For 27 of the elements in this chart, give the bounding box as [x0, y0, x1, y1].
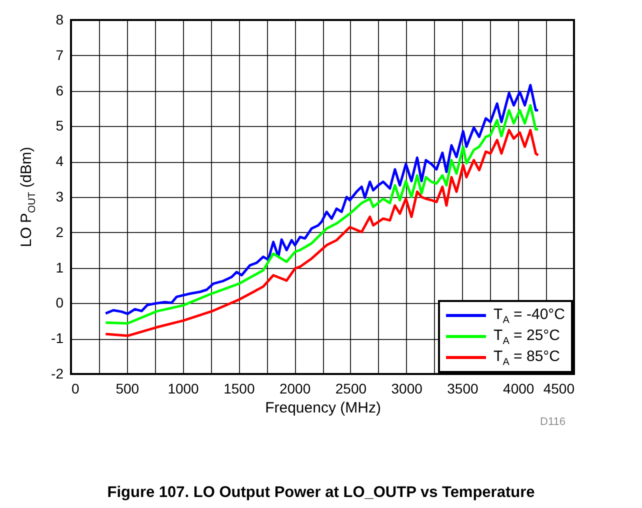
x-tick-label: 0 [72, 380, 80, 396]
y-tick-label: 5 [56, 118, 64, 134]
x-tick-label: 3500 [447, 380, 479, 396]
x-tick-label: 2500 [335, 380, 367, 396]
y-tick-label: 2 [56, 224, 64, 240]
x-axis-title: Frequency (MHz) [265, 400, 381, 416]
y-tick-label: 7 [56, 46, 64, 63]
y-tick-label: 6 [56, 82, 64, 98]
x-tick-label: 4000 [503, 380, 534, 396]
y-tick-label: 0 [56, 294, 64, 311]
y-tick-label: -2 [51, 366, 64, 382]
legend-label: T$_{A}$ = -40°C [494, 306, 565, 326]
y-tick-label: 4 [56, 153, 64, 170]
y-tick-label: -1 [51, 330, 64, 346]
legend-label: T$_{A}$ = 25°C [494, 326, 560, 346]
y-tick-label: 1 [56, 259, 64, 276]
y-tick-label: 3 [56, 188, 64, 204]
legend-label: T$_{A}$ = 85°C [494, 348, 560, 368]
text: D116 [540, 416, 566, 428]
x-tick-label: 1500 [224, 380, 255, 396]
x-tick-label: 3000 [391, 380, 423, 396]
x-tick-label: 1000 [168, 380, 200, 396]
x-tick-label: 500 [116, 380, 140, 396]
y-tick-label: 8 [56, 12, 64, 28]
x-tick-label: 4500 [543, 380, 575, 396]
x-tick-label: 2000 [279, 380, 311, 396]
text: Figure 107. LO Output Power at LO_OUTP vs Temperature [106, 484, 536, 502]
